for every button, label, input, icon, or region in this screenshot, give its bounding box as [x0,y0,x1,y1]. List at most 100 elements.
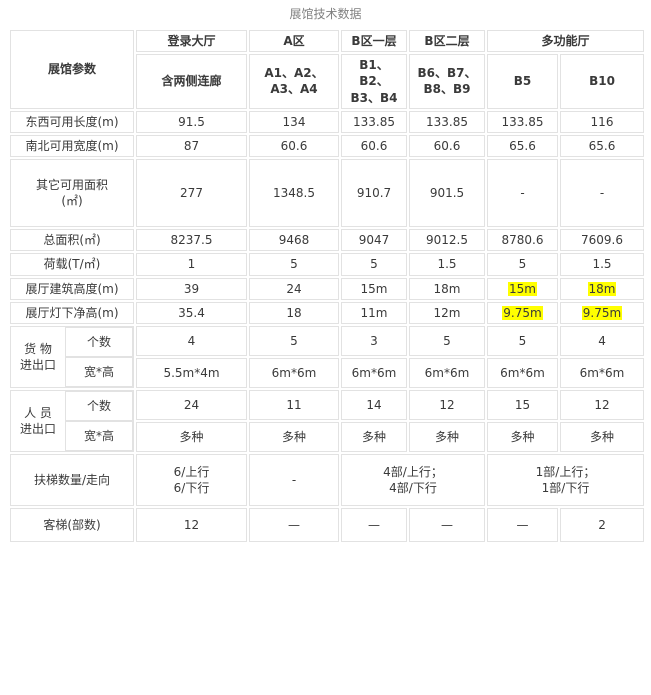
cell-value: 7609.6 [560,229,645,252]
sub-header-b10: B10 [560,54,645,109]
sub-header-a-zone: A1、A2、 A3、A4 [249,54,339,109]
row-label-elevator: 客梯(部数) [10,507,134,542]
cell-value-highlighted: 9.75m [560,301,645,324]
sub-header-a-zone-line2: A3、A4 [270,82,318,97]
table-row: 荷载(T/㎡) 1 5 5 1.5 5 1.5 [10,253,645,276]
cell-value: 65.6 [487,134,558,158]
escalator-line1: 4部/上行； [383,464,443,479]
cell-value: 87 [136,134,247,158]
cell-value: 8237.5 [136,229,247,252]
cell-value: 9468 [249,229,339,252]
cell-escalator-b-zone: 4部/上行； 4部/下行 [341,453,485,506]
group-header-a-zone: A区 [249,30,339,53]
cell-value: 15m [341,277,407,300]
row-label-total-area: 总面积(㎡) [10,229,134,252]
cell-value: 60.6 [409,134,485,158]
cell-value: 6m*6m [341,357,407,388]
cell-value: 11 [249,389,339,420]
cell-value: 35.4 [136,301,247,324]
row-label-ns-width: 南北可用宽度(m) [10,134,134,158]
group-header-denglu: 登录大厅 [136,30,247,53]
cell-value: 1.5 [409,253,485,276]
cell-escalator-multifunction: 1部/上行； 1部/下行 [487,453,645,506]
cell-value: 12 [409,389,485,420]
cell-value: 5 [249,325,339,356]
sub-header-denglu: 含两侧连廊 [136,54,247,109]
table-row: 其它可用面积 (㎡) 277 1348.5 910.7 901.5 - - [10,159,645,228]
table-row: 展厅灯下净高(m) 35.4 18 11m 12m 9.75m 9.75m [10,301,645,324]
table-header-group-row: 展馆参数 登录大厅 A区 B区一层 B区二层 多功能厅 [10,30,645,109]
cell-value: 5 [487,253,558,276]
escalator-line2: 1部/下行 [541,480,590,495]
cell-value: - [560,159,645,228]
cell-value: 11m [341,301,407,324]
table-row-elevator: 客梯(部数) 12 — — — — 2 [10,507,645,542]
sub-header-a-zone-line1: A1、A2、 [264,66,324,81]
table-row: 展厅建筑高度(m) 39 24 15m 18m 15m 18m [10,277,645,300]
cell-value: 901.5 [409,159,485,228]
cell-value: 3 [341,325,407,356]
cell-value: 1 [136,253,247,276]
cell-value: 9012.5 [409,229,485,252]
people-sublabel-size: 宽*高 [65,420,133,451]
cell-value: 5 [249,253,339,276]
cell-value: 6m*6m [487,357,558,388]
sub-header-b-zone-l2-line1: B6、B7、 [417,66,477,81]
cell-value: — [249,507,339,542]
table-row-cargo-count: 货 物 进出口 个数 宽*高 4 5 3 5 5 4 [10,325,645,388]
cell-value: 5 [409,325,485,356]
cell-value: 1.5 [560,253,645,276]
cell-value: 6m*6m [409,357,485,388]
page-title: 展馆技术数据 [289,7,362,21]
cell-escalator-denglu: 6/上行 6/下行 [136,453,247,506]
people-label-line1: 人 员 [24,405,52,420]
group-label-people-entrance: 人 员 进出口 个数 宽*高 [10,389,134,452]
cell-value: 134 [249,110,339,133]
cell-value: — [409,507,485,542]
cell-value: 2 [560,507,645,542]
cell-value: 多种 [487,421,558,452]
exhibition-tech-data-table: 展馆参数 登录大厅 A区 B区一层 B区二层 多功能厅 含两侧连廊 A1、A2、… [8,28,646,544]
cell-value: 5 [487,325,558,356]
cell-escalator-a-zone: - [249,453,339,506]
cargo-label-text: 货 物 进出口 [11,326,65,387]
cell-value: 12 [560,389,645,420]
row-label-other-area: 其它可用面积 (㎡) [10,159,134,228]
cell-value: — [487,507,558,542]
row-label-ew-length: 东西可用长度(m) [10,110,134,133]
cell-value: 6m*6m [560,357,645,388]
table-container: 展馆参数 登录大厅 A区 B区一层 B区二层 多功能厅 含两侧连廊 A1、A2、… [0,28,651,544]
cell-value: 5 [341,253,407,276]
highlight-mark: 15m [508,281,537,296]
row-label-build-height: 展厅建筑高度(m) [10,277,134,300]
row-label-load: 荷载(T/㎡) [10,253,134,276]
table-header-sub-row: 含两侧连廊 A1、A2、 A3、A4 B1、B2、 B3、B4 B6、B7、 B… [10,54,645,109]
sub-header-b-zone-l1: B1、B2、 B3、B4 [341,54,407,109]
highlight-mark: 9.75m [581,305,623,320]
cell-value: 6m*6m [249,357,339,388]
cell-value: 60.6 [249,134,339,158]
cell-value: 65.6 [560,134,645,158]
cell-value: 12 [136,507,247,542]
sub-header-b-zone-l2: B6、B7、 B8、B9 [409,54,485,109]
cell-value: — [341,507,407,542]
sub-header-b-zone-l2-line2: B8、B9 [423,82,471,97]
cell-value: 多种 [249,421,339,452]
people-label-line2: 进出口 [19,421,56,436]
cell-value: 133.85 [409,110,485,133]
group-label-cargo-entrance: 货 物 进出口 个数 宽*高 [10,325,134,388]
sub-header-b5: B5 [487,54,558,109]
people-sublabel-count: 个数 [65,390,133,421]
cell-value: 18m [409,277,485,300]
cell-value: 14 [341,389,407,420]
cell-value: 277 [136,159,247,228]
cell-value: 116 [560,110,645,133]
sub-header-denglu-line1: 含两侧连廊 [161,74,222,89]
table-row-people-count: 人 员 进出口 个数 宽*高 24 11 14 12 15 12 [10,389,645,452]
cell-value: 133.85 [341,110,407,133]
cell-value-highlighted: 15m [487,277,558,300]
sub-header-b-zone-l1-line2: B3、B4 [350,90,398,105]
cargo-sublabel-size: 宽*高 [65,356,133,387]
cell-value: 多种 [409,421,485,452]
cell-value: 24 [136,389,247,420]
